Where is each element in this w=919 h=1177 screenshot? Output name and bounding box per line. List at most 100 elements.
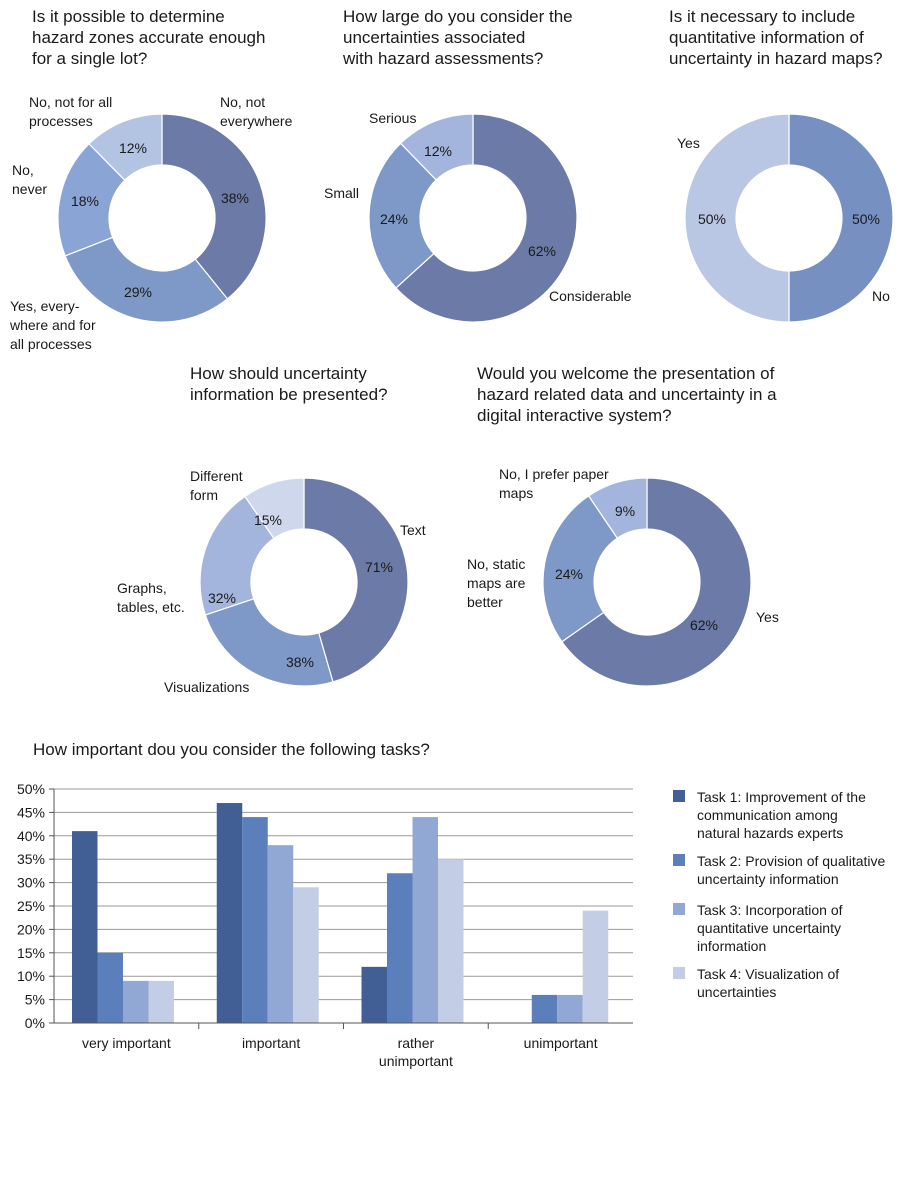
slice-value-label: 62%: [690, 617, 718, 633]
slice-value-label: 9%: [615, 503, 635, 519]
bar: [148, 980, 174, 1023]
legend-label: communication among: [697, 807, 838, 823]
bar: [123, 980, 149, 1023]
legend-label: uncertainties: [697, 984, 776, 1000]
slice-value-label: 12%: [119, 140, 147, 156]
donut-slice: [244, 477, 305, 540]
y-tick-label: 20%: [17, 921, 45, 937]
legend-label: uncertainty information: [697, 871, 839, 887]
y-tick-label: 10%: [17, 968, 45, 984]
chart-title: Is it possible to determine: [32, 7, 225, 26]
slice-value-label: 50%: [698, 211, 726, 227]
y-tick-label: 30%: [17, 875, 45, 891]
chart-title: information be presented?: [190, 385, 388, 404]
x-tick-label: unimportant: [379, 1053, 453, 1069]
y-tick-label: 25%: [17, 898, 45, 914]
legend-label: Task 4: Visualization of: [697, 966, 839, 982]
bar: [387, 873, 413, 1023]
slice-label: maps: [499, 485, 533, 501]
slice-label: Yes: [756, 609, 779, 625]
slice-value-label: 24%: [380, 211, 408, 227]
x-tick-label: unimportant: [524, 1035, 598, 1051]
slice-value-label: 62%: [528, 243, 556, 259]
donut-slice: [788, 113, 894, 323]
slice-value-label: 38%: [286, 654, 314, 670]
donut-slice: [399, 113, 474, 181]
legend-label: quantitative uncertainty: [697, 920, 841, 936]
slice-label: Small: [324, 185, 359, 201]
donut-slice: [368, 142, 437, 289]
legend-swatch: [673, 967, 685, 979]
y-tick-label: 35%: [17, 851, 45, 867]
bar: [267, 845, 294, 1023]
bar: [412, 817, 438, 1023]
legend-label: information: [697, 938, 766, 954]
slice-value-label: 71%: [365, 559, 393, 575]
legend-label: natural hazards experts: [697, 825, 843, 841]
slice-value-label: 12%: [424, 143, 452, 159]
legend-label: Task 2: Provision of qualitative: [697, 853, 886, 869]
bar: [242, 817, 268, 1023]
chart-title: Is it necessary to include: [669, 7, 855, 26]
slice-value-label: 38%: [221, 190, 249, 206]
x-tick-label: rather: [398, 1035, 435, 1051]
slice-label: Graphs,: [117, 580, 167, 596]
donut-slice: [64, 236, 229, 323]
donut-chart-4: How should uncertainty information be pre…: [117, 364, 426, 695]
slice-label: Yes: [677, 135, 700, 151]
slice-label: where and for: [9, 317, 96, 333]
legend: Task 1: Improvement of the communication …: [673, 789, 886, 1000]
chart-title: quantitative information of: [669, 28, 864, 47]
y-tick-label: 15%: [17, 945, 45, 961]
bar: [531, 994, 558, 1023]
grouped-bar-chart: How important dou you consider the follo…: [17, 740, 886, 1069]
slice-label: Visualizations: [164, 679, 249, 695]
slice-label: everywhere: [220, 113, 293, 129]
donut-slice: [204, 598, 334, 687]
slice-value-label: 18%: [71, 193, 99, 209]
legend-label: Task 3: Incorporation of: [697, 902, 843, 918]
slice-label: better: [467, 594, 503, 610]
chart-title: Would you welcome the presentation of: [477, 364, 775, 383]
legend-swatch: [673, 790, 685, 802]
y-tick-label: 5%: [25, 992, 45, 1008]
y-tick-label: 45%: [17, 804, 45, 820]
donut-slice: [303, 477, 409, 683]
legend-label: Task 1: Improvement of the: [697, 789, 866, 805]
slice-value-label: 50%: [852, 211, 880, 227]
slice-label: No,: [12, 162, 34, 178]
chart-title: digital interactive system?: [477, 406, 672, 425]
donut-slice: [542, 495, 619, 643]
slice-label: No: [872, 288, 890, 304]
slice-label: Text: [400, 522, 426, 538]
donut-slice: [395, 113, 578, 323]
chart-title: hazard zones accurate enough: [32, 28, 265, 47]
slice-value-label: 24%: [555, 566, 583, 582]
chart-title: How important dou you consider the follo…: [33, 740, 430, 759]
x-tick-label: important: [242, 1035, 300, 1051]
donut-chart-2: How large do you consider the uncertainti…: [324, 7, 632, 323]
slice-value-label: 32%: [208, 590, 236, 606]
slice-value-label: 15%: [254, 512, 282, 528]
bar: [216, 803, 243, 1023]
y-tick-label: 50%: [17, 781, 45, 797]
slice-label: Serious: [369, 110, 416, 126]
donut-slice: [561, 477, 752, 687]
slice-label: Considerable: [549, 288, 632, 304]
chart-title: uncertainties associated: [343, 28, 525, 47]
donut-chart-3: Is it necessary to include quantitative i…: [669, 7, 894, 323]
donut-chart-1: Is it possible to determine hazard zones …: [9, 7, 293, 352]
chart-title: hazard related data and uncertainty in a: [477, 385, 777, 404]
chart-title: How large do you consider the: [343, 7, 573, 26]
legend-swatch: [673, 903, 685, 915]
bar: [361, 966, 387, 1023]
chart-title: for a single lot?: [32, 49, 147, 68]
slice-value-label: 29%: [124, 284, 152, 300]
slice-label: Yes, every-: [10, 298, 80, 314]
x-tick-label: very important: [82, 1035, 171, 1051]
slice-label: No, I prefer paper: [499, 466, 609, 482]
chart-title: with hazard assessments?: [342, 49, 543, 68]
donut-slice: [88, 113, 163, 182]
chart-title: How should uncertainty: [190, 364, 367, 383]
